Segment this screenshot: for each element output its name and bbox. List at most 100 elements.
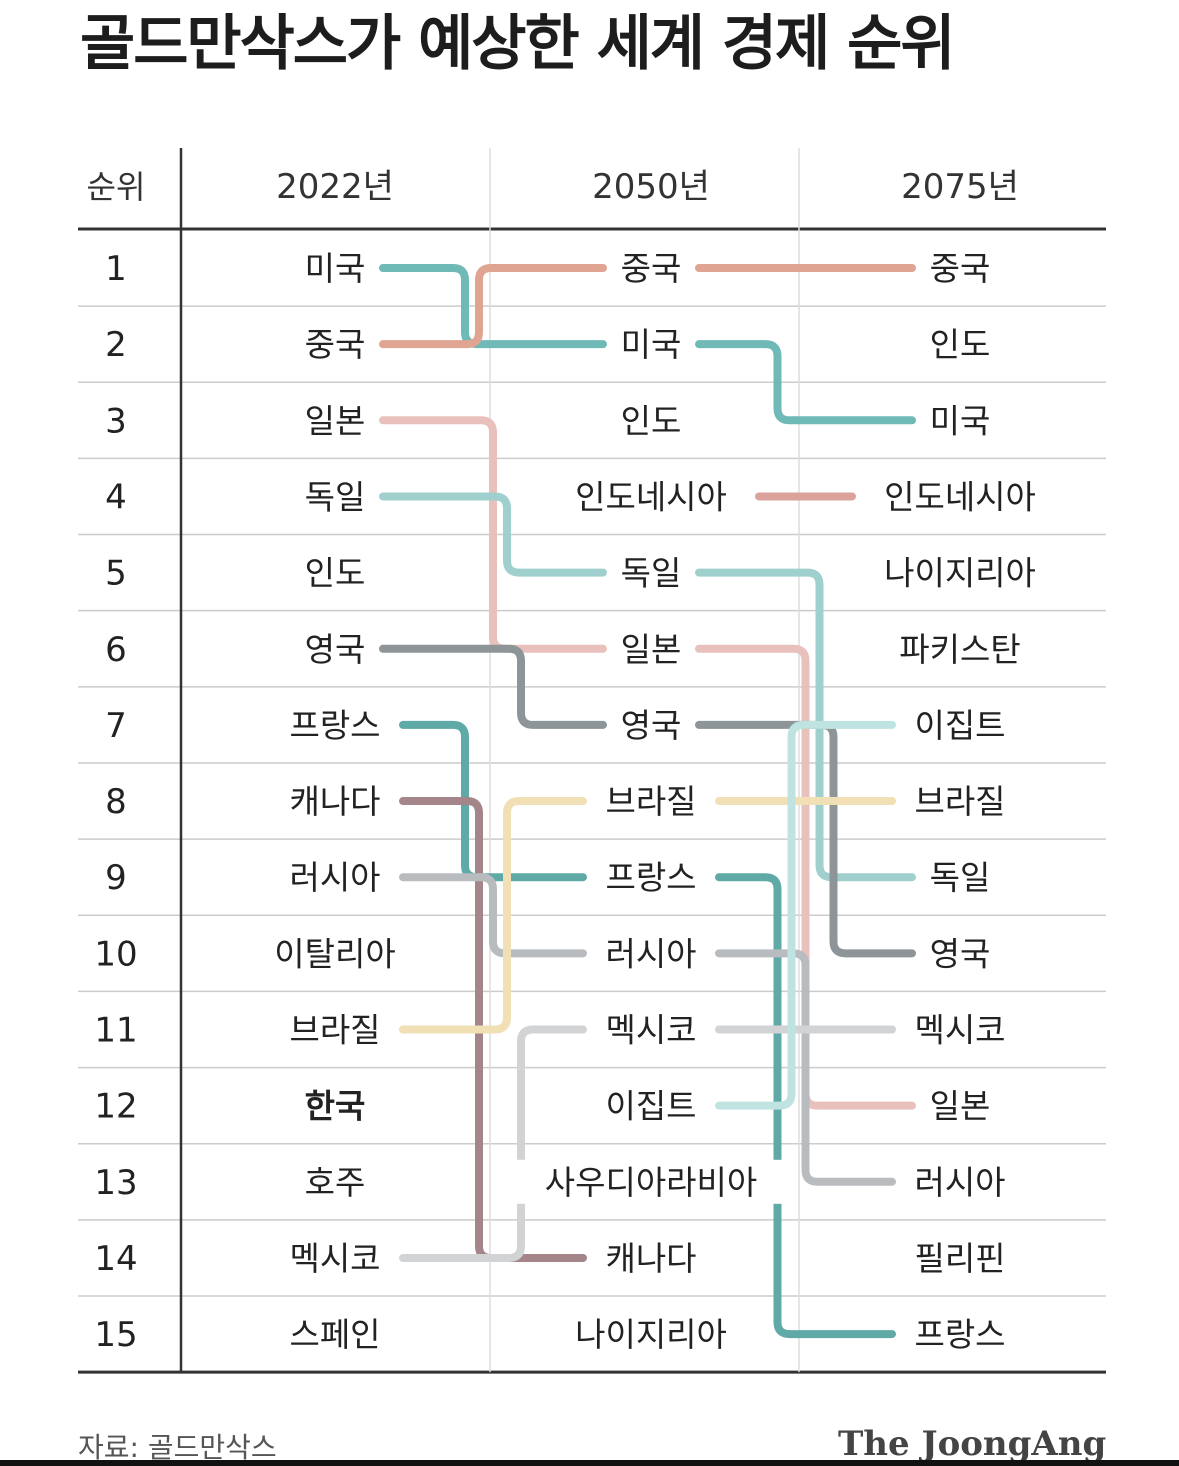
country-label: 사우디아라비아 (545, 1163, 758, 1202)
connector-미국-1 (695, 340, 916, 425)
label-background (587, 931, 715, 976)
label-background (916, 855, 1004, 900)
country-label: 중국 (930, 249, 991, 288)
country-label: 영국 (621, 706, 682, 745)
country-label: 인도 (930, 325, 991, 364)
rank-number: 5 (105, 554, 127, 594)
label-background (587, 1007, 715, 1052)
label-background (291, 398, 379, 443)
label-background (291, 322, 379, 367)
page-title: 골드만삭스가 예상한 세계 경제 순위 (80, 9, 956, 79)
rank-number: 2 (105, 325, 127, 365)
rank-number: 10 (94, 934, 137, 974)
connector-중국-0 (379, 264, 607, 349)
year-header: 2022년 (276, 167, 394, 207)
grid-lines (78, 148, 1106, 1374)
country-label: 미국 (305, 249, 366, 288)
label-background (607, 398, 695, 443)
label-background (587, 1083, 715, 1128)
label-background (291, 626, 379, 671)
country-label: 나이지리아 (575, 1315, 727, 1354)
country-label: 독일 (305, 477, 366, 516)
label-background (587, 855, 715, 900)
label-background (896, 1007, 1024, 1052)
label-background (271, 702, 399, 747)
country-label: 프랑스 (914, 1315, 1005, 1354)
label-background (856, 550, 1064, 595)
connector-lines (379, 264, 916, 1339)
country-label: 인도 (621, 401, 682, 440)
label-background (896, 1312, 1024, 1357)
country-label: 러시아 (289, 858, 380, 897)
rank-number: 7 (105, 706, 127, 746)
country-label: 캐나다 (289, 782, 380, 821)
country-label: 일본 (305, 401, 366, 440)
rank-number: 12 (94, 1087, 137, 1127)
country-label: 인도네시아 (884, 477, 1036, 516)
rank-number: 14 (94, 1239, 137, 1279)
label-background (916, 246, 1004, 290)
label-background (291, 246, 379, 290)
label-background (587, 1235, 715, 1280)
label-background (291, 1083, 379, 1128)
country-label: 독일 (930, 858, 991, 897)
label-background (587, 779, 715, 824)
country-label: 인도네시아 (575, 477, 727, 516)
label-background (876, 626, 1044, 671)
country-label: 브라질 (914, 782, 1005, 821)
country-label: 브라질 (605, 782, 696, 821)
rank-number: 3 (105, 401, 127, 441)
label-background (856, 474, 1064, 519)
label-background (251, 931, 419, 976)
label-background (916, 931, 1004, 976)
label-background (607, 550, 695, 595)
year-header: 2050년 (592, 167, 710, 207)
country-label: 러시아 (914, 1163, 1005, 1202)
label-background (607, 626, 695, 671)
country-label: 프랑스 (289, 706, 380, 745)
label-background (291, 474, 379, 519)
rank-number: 1 (105, 249, 127, 289)
label-background (896, 1235, 1024, 1280)
connector-독일-0 (379, 492, 607, 577)
country-label: 파키스탄 (899, 630, 1020, 669)
label-background (271, 1007, 399, 1052)
label-background (291, 550, 379, 595)
connector-이집트-1 (715, 720, 896, 1110)
connector-브라질-0 (399, 797, 587, 1034)
label-background (896, 1159, 1024, 1204)
rank-number: 15 (94, 1315, 137, 1355)
country-label: 미국 (930, 401, 991, 440)
label-background (896, 702, 1024, 747)
label-background (271, 855, 399, 900)
rank-header: 순위 (87, 168, 146, 206)
country-label: 중국 (621, 249, 682, 288)
country-label: 멕시코 (605, 1011, 696, 1050)
label-background (271, 779, 399, 824)
country-label: 브라질 (289, 1011, 380, 1050)
country-label: 러시아 (605, 934, 696, 973)
country-label: 독일 (621, 554, 682, 593)
country-label: 이집트 (914, 706, 1005, 745)
label-background (916, 322, 1004, 367)
country-label: 캐나다 (605, 1239, 696, 1278)
label-background (896, 779, 1024, 824)
brand-logo: The JoongAng (838, 1424, 1107, 1464)
label-background (271, 1235, 399, 1280)
source-note: 자료: 골드만삭스 (78, 1431, 277, 1464)
label-background (547, 474, 755, 519)
country-label: 영국 (930, 934, 991, 973)
rank-number: 9 (105, 858, 127, 898)
label-background (607, 246, 695, 290)
label-background (547, 1312, 755, 1357)
rank-number: 13 (94, 1163, 137, 1203)
label-background (916, 1083, 1004, 1128)
label-background (291, 1159, 379, 1204)
country-label: 일본 (930, 1087, 991, 1126)
label-background (271, 1312, 399, 1357)
country-label: 호주 (305, 1163, 366, 1202)
country-label: 멕시코 (914, 1011, 1005, 1050)
country-label: 이탈리아 (274, 934, 395, 973)
connector-멕시코-0 (399, 1025, 587, 1262)
